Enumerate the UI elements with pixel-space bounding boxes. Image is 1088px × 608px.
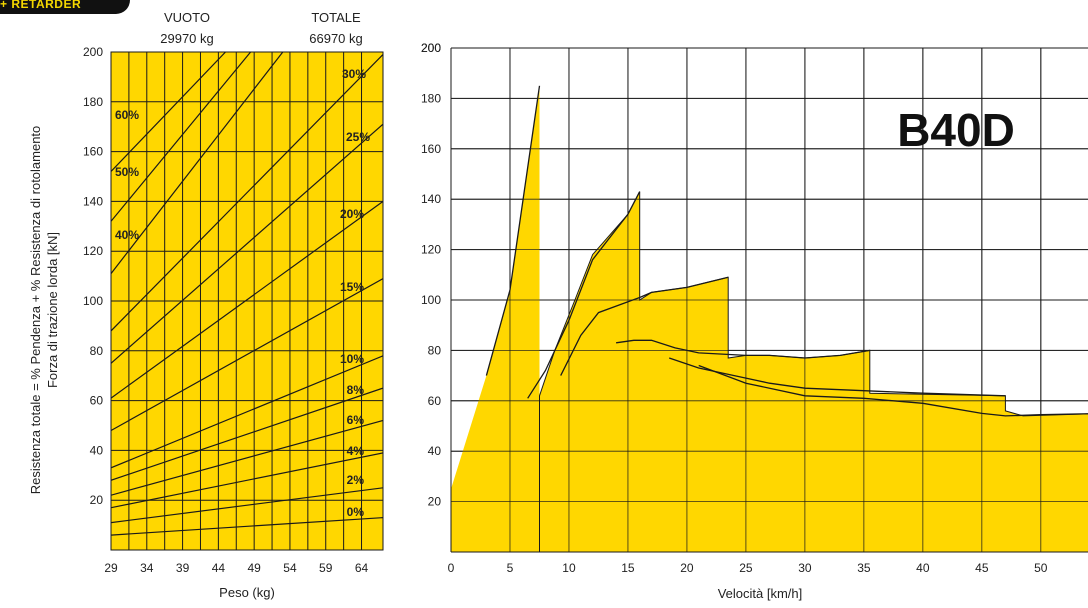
right-x-tick: 50 — [1034, 561, 1048, 575]
right-x-tick: 45 — [975, 561, 989, 575]
right-y-tick: 200 — [421, 41, 441, 55]
traction-area-1 — [451, 86, 540, 552]
right-x-tick: 25 — [739, 561, 753, 575]
left-x-tick: 49 — [247, 561, 261, 575]
totale-value: 66970 kg — [309, 31, 363, 46]
totale-label: TOTALE — [311, 10, 361, 25]
left-x-tick: 29 — [104, 561, 118, 575]
grade-label-4pct: 4% — [347, 444, 365, 458]
right-x-tick: 40 — [916, 561, 930, 575]
right-y-tick: 120 — [421, 243, 441, 257]
right-y-tick: 80 — [428, 343, 442, 357]
retarder-badge: + RETARDER — [0, 0, 130, 18]
left-y-label-1: Resistenza totale = % Pendenza + % Resis… — [28, 126, 43, 495]
grade-label-50pct: 50% — [115, 165, 139, 179]
right-y-tick: 100 — [421, 293, 441, 307]
grade-label-15pct: 15% — [340, 280, 364, 294]
right-y-tick: 60 — [428, 394, 442, 408]
right-y-tick: 180 — [421, 91, 441, 105]
left-x-tick: 34 — [140, 561, 154, 575]
grade-label-8pct: 8% — [347, 383, 365, 397]
grade-label-60pct: 60% — [115, 108, 139, 122]
vuoto-value: 29970 kg — [160, 31, 214, 46]
grade-label-20pct: 20% — [340, 207, 364, 221]
left-y-tick: 80 — [90, 344, 104, 358]
right-x-tick: 15 — [621, 561, 635, 575]
grade-label-30pct: 30% — [342, 67, 366, 81]
traction-area-2 — [540, 192, 1088, 552]
grade-label-25pct: 25% — [346, 130, 370, 144]
grade-label-2pct: 2% — [347, 473, 365, 487]
left-x-label: Peso (kg) — [219, 585, 275, 600]
right-x-tick: 0 — [448, 561, 455, 575]
grade-label-6pct: 6% — [347, 413, 365, 427]
left-y-tick: 100 — [83, 294, 103, 308]
grade-label-0pct: 0% — [347, 505, 365, 519]
left-x-tick: 39 — [176, 561, 190, 575]
left-y-tick: 160 — [83, 145, 103, 159]
left-x-tick: 64 — [355, 561, 369, 575]
left-x-tick: 44 — [212, 561, 226, 575]
left-x-tick: 54 — [283, 561, 297, 575]
left-y-label-2: Forza di trazione lorda [kN] — [45, 232, 60, 388]
right-x-tick: 5 — [507, 561, 514, 575]
left-y-tick: 40 — [90, 443, 104, 457]
model-title: B40D — [897, 104, 1015, 156]
left-chart — [111, 52, 383, 550]
right-y-tick: 40 — [428, 444, 442, 458]
badge-text: + RETARDER — [0, 0, 81, 11]
right-x-tick: 20 — [680, 561, 694, 575]
right-y-tick: 140 — [421, 192, 441, 206]
left-x-tick: 59 — [319, 561, 333, 575]
grade-label-40pct: 40% — [115, 228, 139, 242]
vuoto-label: VUOTO — [164, 10, 210, 25]
left-y-tick: 180 — [83, 95, 103, 109]
left-y-tick: 140 — [83, 194, 103, 208]
left-y-tick: 20 — [90, 493, 104, 507]
grade-label-10pct: 10% — [340, 352, 364, 366]
right-x-tick: 35 — [857, 561, 871, 575]
left-y-tick: 200 — [83, 45, 103, 59]
right-x-tick: 10 — [562, 561, 576, 575]
left-y-tick: 60 — [90, 394, 104, 408]
right-x-tick: 30 — [798, 561, 812, 575]
right-y-tick: 20 — [428, 495, 442, 509]
right-x-label: Velocità [km/h] — [718, 586, 803, 601]
left-y-tick: 120 — [83, 244, 103, 258]
right-y-tick: 160 — [421, 142, 441, 156]
